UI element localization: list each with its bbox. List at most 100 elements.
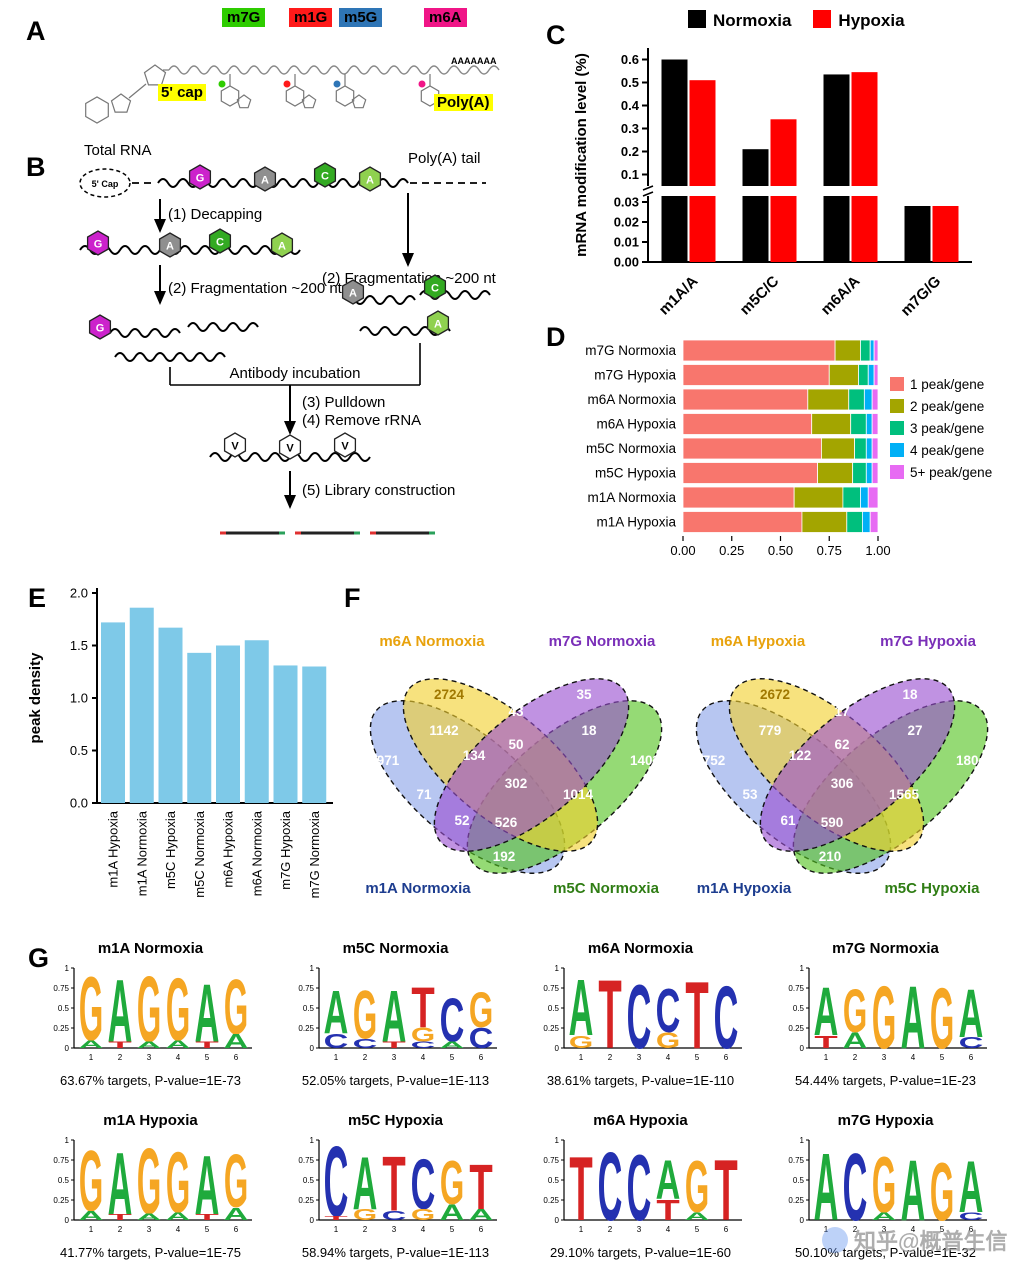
logo-letter-A: A: [568, 964, 593, 1054]
logo-xtick: 2: [852, 1053, 857, 1062]
c-bar-upper-m1A/A-Normoxia: [661, 59, 688, 186]
logo-m6A Hypoxia: m6A Hypoxia 1 0.75 0.5 0.25 0 T 1 C 2 C 3 A T 4 G A 5 T 6 29…: [532, 1112, 750, 1260]
d-seg-m6A Hypoxia-4 peak/gene: [865, 413, 873, 435]
logo-xtick: 1: [823, 1053, 828, 1062]
logo-letter-A: A: [194, 968, 219, 1059]
logo-ytick: 1: [309, 964, 314, 973]
five-prime-cap-label: 5' cap: [158, 84, 206, 101]
logo-ytick: 0.25: [543, 1024, 559, 1033]
base-hex-C: [423, 274, 447, 300]
step2-right-label: (2) Fragmentation ~200 nt: [322, 270, 497, 287]
antibody-icon: [278, 434, 302, 460]
base-ring: [420, 85, 440, 107]
logo-xtick: 1: [333, 1053, 338, 1062]
logo-xtick: 3: [391, 1225, 396, 1234]
legend-hypoxia: Hypoxia: [813, 10, 905, 31]
venn-count-m1A_m5C: 192: [493, 849, 516, 864]
panel-e-chart: 0.0 0.5 1.0 1.5 2.0 peak density m1A Hypoxia m1…: [27, 586, 333, 898]
c-xlabel: m5C/C: [737, 273, 783, 319]
panel-d-chart: m7G Normoxia m7G Hypoxia m6A Normoxia m6A H…: [585, 339, 992, 558]
logo-letter-G: G: [352, 1207, 376, 1224]
base-letter: A: [261, 175, 269, 187]
logo-xtick: 5: [939, 1225, 944, 1234]
logo-letter-A: A: [323, 979, 348, 1047]
mod-chip-m5G: m5G: [339, 8, 383, 27]
logo-caption: 38.61% targets, P-value=1E-110: [546, 1073, 735, 1088]
logo-xtick: 6: [723, 1225, 728, 1234]
logo-letter-C: C: [410, 1145, 435, 1224]
base-hex-G: [88, 314, 112, 340]
logo-ytick: 0: [554, 1044, 559, 1053]
logo-letter-A: A: [684, 1210, 709, 1222]
logo-xtick: 3: [636, 1053, 641, 1062]
venn-set-label-m6A: m6A Hypoxia: [711, 633, 806, 650]
logo-letter-A: A: [655, 1149, 680, 1212]
logo-xtick: 1: [823, 1225, 828, 1234]
hypoxia-label: Hypoxia: [838, 11, 905, 30]
logo-xtick: 6: [968, 1225, 973, 1234]
logo-ytick: 0: [64, 1044, 69, 1053]
e-xlabel: m1A Hypoxia: [106, 810, 121, 887]
five-cap-bubble: [79, 168, 131, 198]
logo-letter-C: C: [958, 1034, 983, 1052]
venn-count-m6A_m5C: 1565: [889, 787, 920, 802]
logo-caption: 58.94% targets, P-value=1E-113: [301, 1245, 490, 1260]
logo-letter-G: G: [165, 961, 189, 1060]
logo-xtick: 4: [910, 1053, 915, 1062]
d-seg-m6A Hypoxia-1 peak/gene: [682, 413, 813, 435]
logo-xtick: 4: [175, 1225, 180, 1234]
base-ring2: [351, 94, 367, 109]
mod-site-m7G: [218, 80, 226, 88]
c-ytick: 0.4: [621, 98, 640, 113]
polya-tail-label: Poly(A) tail: [408, 150, 481, 167]
venn-count-m6A_m7G: 43: [508, 704, 524, 719]
logo-letter-T: T: [569, 1138, 592, 1240]
e-ytick: 1.5: [70, 638, 88, 653]
logo-xtick: 4: [175, 1053, 180, 1062]
base-letter: G: [196, 173, 205, 185]
d-seg-m1A Hypoxia-2 peak/gene: [801, 511, 848, 533]
venn-count-m7G: 35: [576, 687, 592, 702]
venn-count-m6A_m7G_m5C: 62: [834, 737, 849, 752]
logo-letter-A: A: [165, 1210, 190, 1222]
logo-title: m5C Hypoxia: [347, 1112, 444, 1129]
base-letter: C: [321, 171, 329, 183]
watermark-text: 知乎@概普生信: [854, 1229, 1008, 1254]
logo-xtick: 3: [391, 1053, 396, 1062]
c-ytick: 0.01: [614, 235, 639, 250]
logo-ytick: 0: [309, 1044, 314, 1053]
logo-ytick: 0.25: [53, 1196, 69, 1205]
logo-xtick: 3: [146, 1225, 151, 1234]
logo-letter-G: G: [223, 963, 247, 1051]
logo-xtick: 1: [88, 1225, 93, 1234]
venn-count-m1A_m7G_m5C: 61: [780, 813, 796, 828]
logo-ytick: 0.5: [792, 1176, 804, 1185]
c-bar-m7G/G-Hypoxia: [932, 206, 959, 262]
c-ytick: 0.02: [614, 215, 639, 230]
ribose-ring: [143, 64, 167, 86]
base-ring: [285, 85, 305, 107]
d-seg-m1A Hypoxia-1 peak/gene: [682, 511, 803, 533]
logo-plot: 10.750.50.250A1C2GA3A4G5AC6: [788, 1135, 987, 1241]
e-bar-m7G Hypoxia: [273, 665, 298, 803]
venn-count-m6A_m7G_m5C: 50: [508, 737, 523, 752]
watermark-icon: [822, 1227, 848, 1253]
logo-letter-G: G: [136, 1129, 160, 1234]
logo-xtick: 4: [910, 1225, 915, 1234]
d-seg-m6A Normoxia-5+ peak/gene: [871, 388, 879, 411]
d-legend-swatch: [890, 399, 904, 413]
logo-m1A Normoxia: m1A Normoxia 1 0.75 0.5 0.25 0 G A 1 A T 2 G A 3 G A 4 A T 5…: [42, 940, 260, 1088]
logo-xtick: 5: [694, 1225, 699, 1234]
logo-letter-G: G: [439, 1148, 463, 1217]
base-hex-A: [358, 166, 382, 192]
d-row-label: m6A Normoxia: [587, 392, 676, 407]
antibody-icon: [333, 432, 357, 458]
mod-site-m6A: [418, 80, 426, 88]
logo-letter-G: G: [468, 982, 492, 1038]
logo-xtick: 2: [117, 1225, 122, 1234]
d-legend-label: 4 peak/gene: [910, 443, 984, 458]
c-bar-m1A/A-Hypoxia: [689, 196, 716, 262]
c-bar-m5C/C-Hypoxia: [770, 196, 797, 262]
d-seg-m7G Hypoxia-3 peak/gene: [858, 364, 869, 386]
d-legend-swatch: [890, 465, 904, 479]
